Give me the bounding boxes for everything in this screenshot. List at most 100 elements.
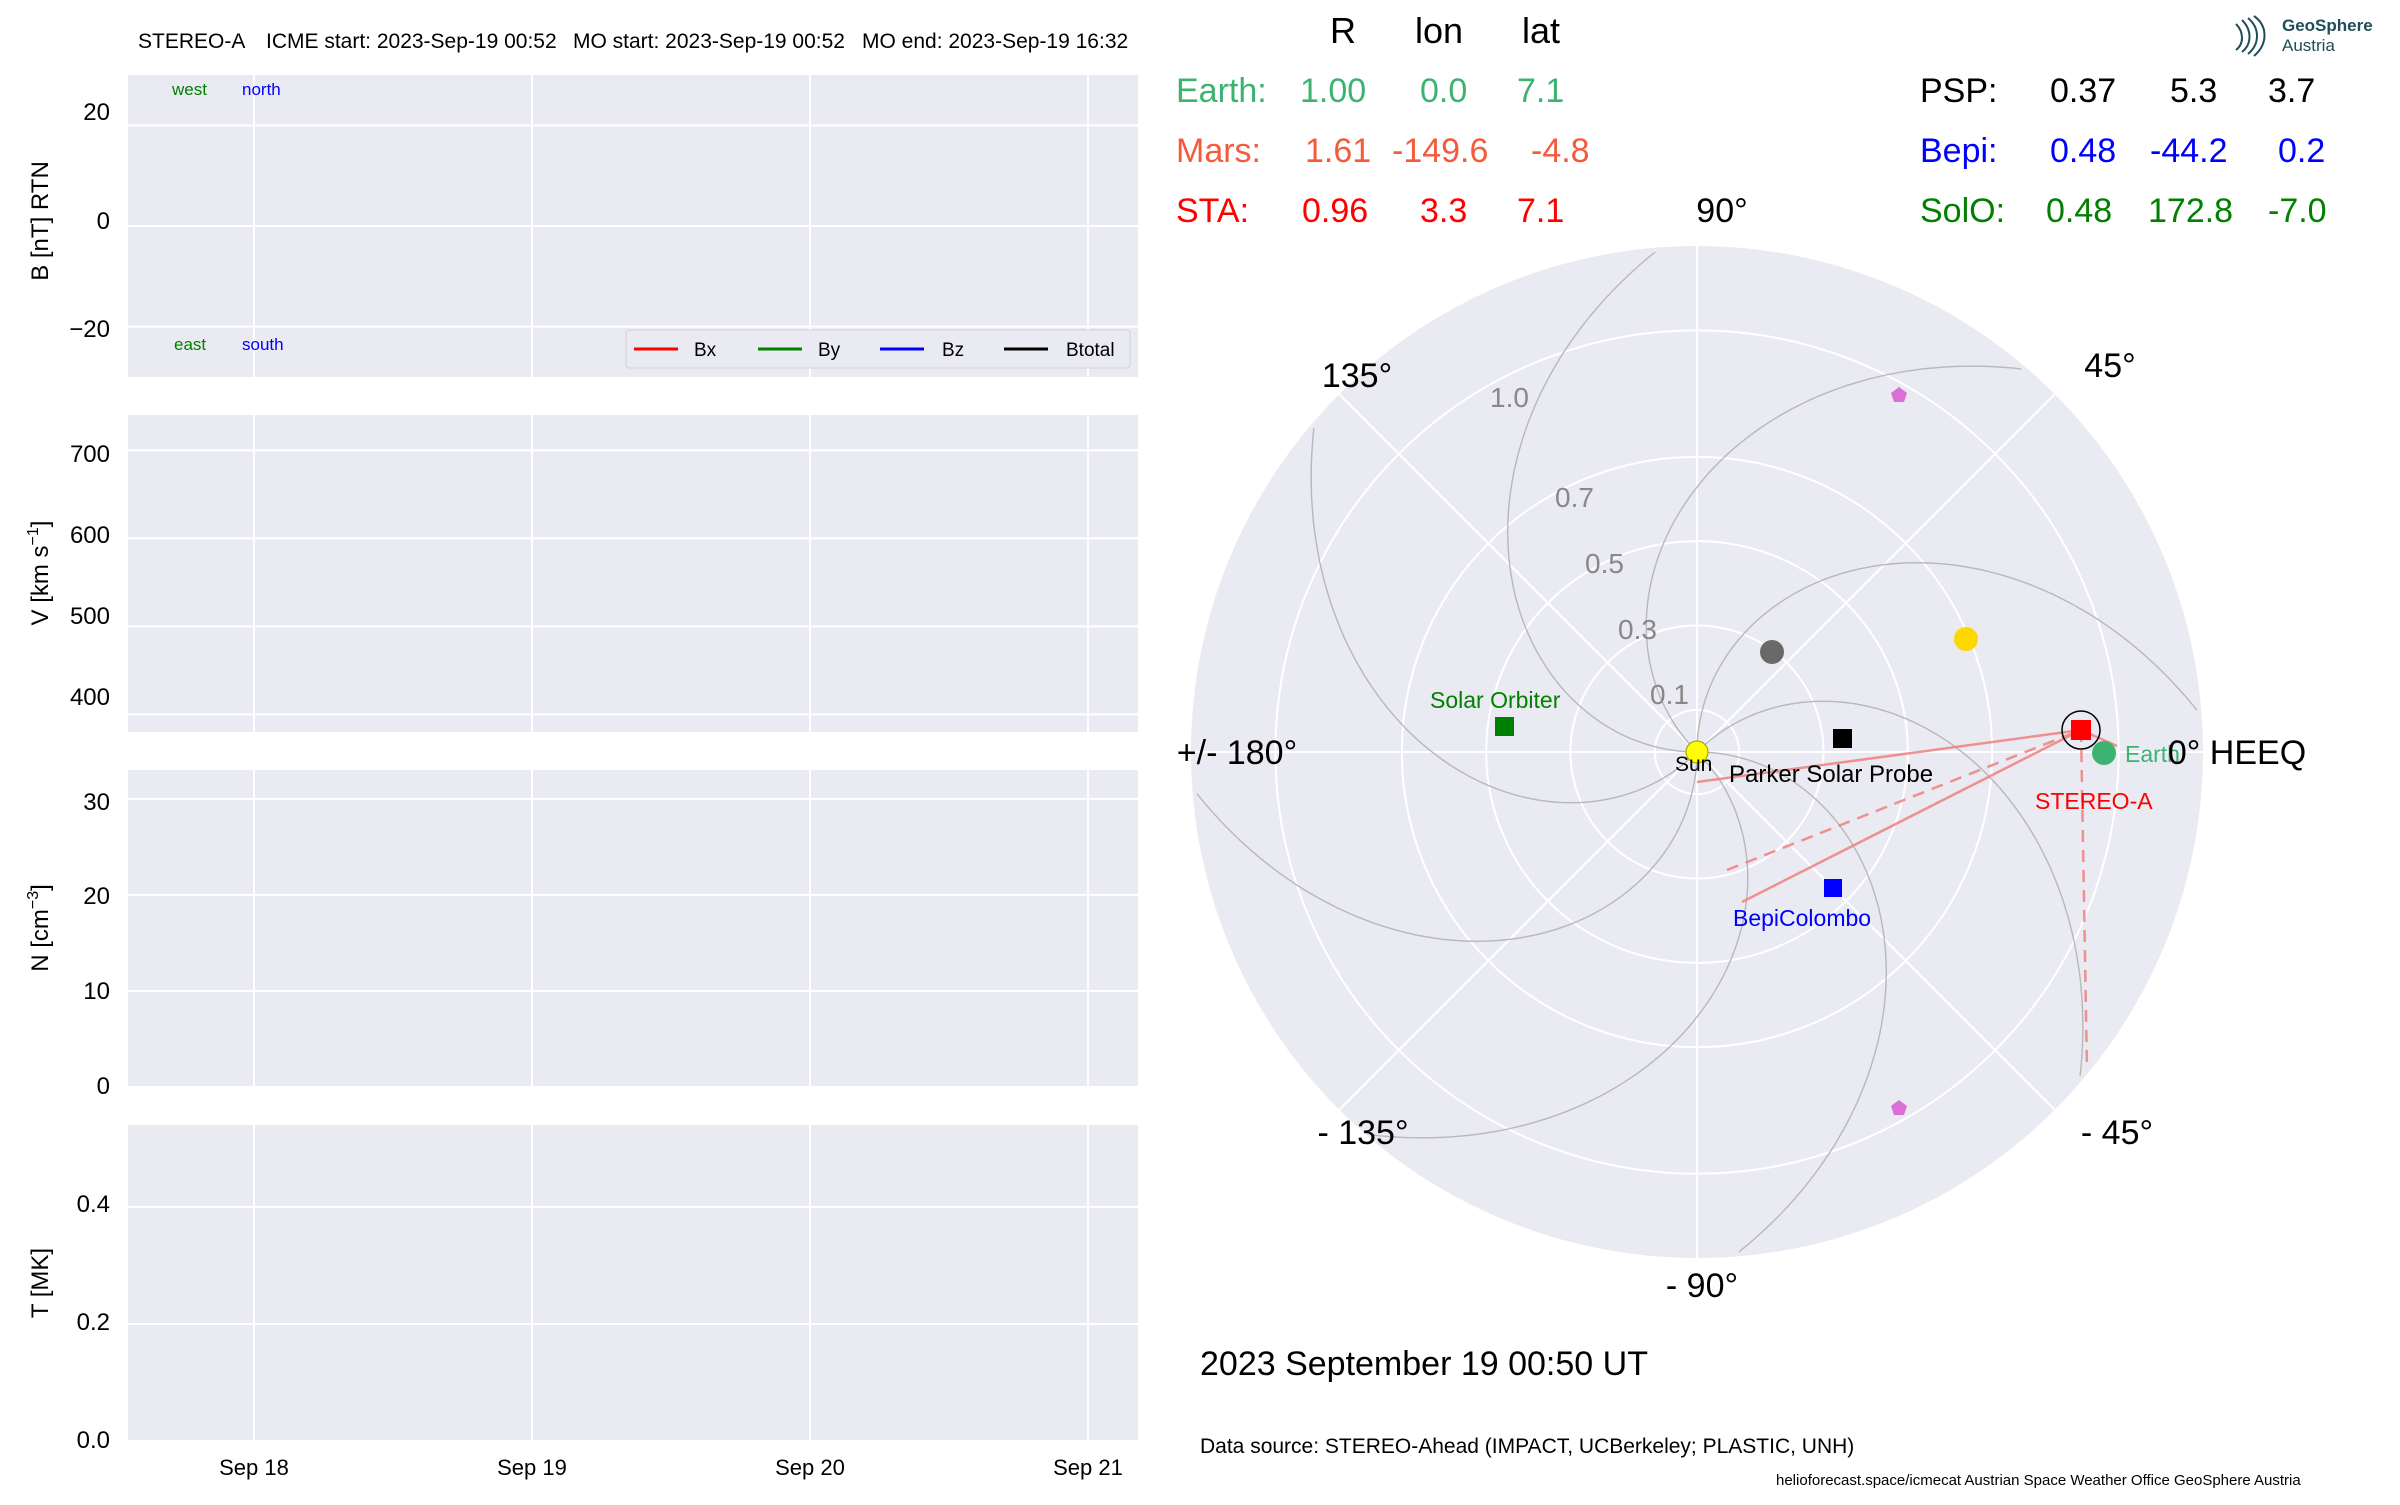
solo-lat: -7.0 bbox=[2268, 192, 2327, 230]
solo-marker bbox=[1495, 717, 1514, 736]
earth-label: Earth bbox=[2125, 741, 2180, 767]
b-legend: Bx By Bz Btotal bbox=[625, 329, 1131, 369]
cme-line-3 bbox=[1726, 728, 2082, 872]
header-r: R bbox=[1330, 10, 1356, 51]
sta-lon: 3.3 bbox=[1420, 192, 1468, 230]
parker-spiral-1 bbox=[1702, 700, 2084, 1077]
stereo-a-ring bbox=[2061, 710, 2101, 750]
data-source: Data source: STEREO-Ahead (IMPACT, UCBer… bbox=[1200, 1435, 1855, 1458]
stereo-a-marker bbox=[2071, 720, 2091, 740]
legend-bz-label: Bz bbox=[942, 340, 964, 361]
cme-line-1 bbox=[1696, 728, 2082, 784]
angle-label-minus45: - 45° bbox=[2081, 1114, 2153, 1152]
v-ytick-400: 400 bbox=[70, 684, 110, 711]
n-ytick-10: 10 bbox=[83, 978, 110, 1005]
b-tag-east: east bbox=[174, 335, 206, 354]
bepi-name: Bepi: bbox=[1920, 132, 1998, 170]
venus-marker bbox=[1954, 627, 1978, 651]
psp-lat: 3.7 bbox=[2268, 72, 2316, 110]
credits-footer: helioforecast.space/icmecat Austrian Spa… bbox=[1776, 1472, 2301, 1489]
v-ytick-700: 700 bbox=[70, 441, 110, 468]
radial-label-1.0: 1.0 bbox=[1490, 382, 1529, 413]
angle-spoke-135 bbox=[1338, 393, 1698, 753]
v-ylabel: V [km s−1] bbox=[25, 521, 54, 626]
xtick-sep18: Sep 18 bbox=[219, 1455, 289, 1480]
v-ylabel-exp: −1 bbox=[25, 527, 42, 545]
psp-marker bbox=[1833, 729, 1852, 748]
mars-r: 1.61 bbox=[1305, 132, 1372, 170]
logo-line2: Austria bbox=[2282, 36, 2335, 55]
radial-label-0.5: 0.5 bbox=[1585, 548, 1624, 579]
legend-by-label: By bbox=[818, 340, 841, 361]
temperature-panel: 0.4 0.2 0.0 T [MK] bbox=[27, 1125, 1138, 1454]
sta-r: 0.96 bbox=[1302, 192, 1369, 230]
angle-label-45: 45° bbox=[2084, 347, 2135, 385]
v-panel-background bbox=[128, 415, 1138, 732]
mars-lat: -4.8 bbox=[1531, 132, 1590, 170]
bepi-label: BepiColombo bbox=[1733, 905, 1871, 931]
angle-label-180: +/- 180° bbox=[1177, 734, 1297, 772]
cme-line-2 bbox=[1741, 728, 2082, 904]
v-ylabel-close: ] bbox=[27, 521, 54, 528]
bepi-r: 0.48 bbox=[2050, 132, 2117, 170]
b-tag-north: north bbox=[242, 80, 281, 99]
solo-name: SolO: bbox=[1920, 192, 2006, 230]
header-lon: lon bbox=[1415, 10, 1464, 51]
n-ytick-20: 20 bbox=[83, 883, 110, 910]
n-ylabel: N [cm−3] bbox=[25, 884, 54, 972]
angle-label-135: 135° bbox=[1322, 357, 1392, 395]
b-tag-south: south bbox=[242, 335, 284, 354]
parker-spiral-0 bbox=[1705, 751, 1888, 1253]
velocity-panel: 700 600 500 400 V [km s−1] bbox=[25, 415, 1138, 732]
psp-name: PSP: bbox=[1920, 72, 1998, 110]
t-panel-grid bbox=[128, 1125, 1138, 1442]
earth-r: 1.00 bbox=[1300, 72, 1367, 110]
b-ytick-minus20: −20 bbox=[69, 316, 110, 343]
b-ytick-0: 0 bbox=[97, 208, 110, 235]
header-icme-start: ICME start: 2023-Sep-19 00:52 bbox=[266, 30, 557, 53]
polar-grid bbox=[1191, 246, 2203, 1258]
n-ytick-0: 0 bbox=[97, 1073, 110, 1100]
mars-name: Mars: bbox=[1176, 132, 1261, 170]
angle-label-0: 0° HEEQ bbox=[2168, 734, 2306, 772]
t-ylabel: T [MK] bbox=[27, 1248, 54, 1318]
parker-spirals bbox=[1196, 251, 2198, 1253]
n-ytick-30: 30 bbox=[83, 789, 110, 816]
earth-lon: 0.0 bbox=[1420, 72, 1468, 110]
earth-name: Earth: bbox=[1176, 72, 1267, 110]
radial-label-0.7: 0.7 bbox=[1555, 482, 1594, 513]
time-series-svg: STEREO-A ICME start: 2023-Sep-19 00:52 M… bbox=[25, 30, 1138, 1480]
header-spacecraft: STEREO-A bbox=[138, 30, 245, 53]
parker-spiral-5 bbox=[1310, 427, 1692, 804]
psp-r: 0.37 bbox=[2050, 72, 2117, 110]
cme-line-4 bbox=[2079, 729, 2089, 1071]
earth-lat: 7.1 bbox=[1517, 72, 1565, 110]
sun-label: Sun bbox=[1675, 753, 1712, 776]
xtick-sep21: Sep 21 bbox=[1053, 1455, 1123, 1480]
header-mo-end: MO end: 2023-Sep-19 16:32 bbox=[862, 30, 1128, 53]
density-panel: 30 20 10 0 N [cm−3] bbox=[25, 770, 1138, 1100]
b-panel-grid bbox=[128, 75, 1138, 377]
parker-spiral-7 bbox=[1372, 757, 1749, 1139]
position-figure: Sun Earth STEREO-A Parker Solar Probe Be… bbox=[1160, 0, 2400, 1500]
sta-name: STA: bbox=[1176, 192, 1250, 230]
psp-label: Parker Solar Probe bbox=[1729, 761, 1933, 788]
n-ylabel-close: ] bbox=[27, 884, 54, 891]
b-tag-west: west bbox=[171, 80, 207, 99]
parker-spiral-3 bbox=[1645, 365, 2022, 747]
t-ytick-0.0: 0.0 bbox=[77, 1427, 110, 1454]
psp-lon: 5.3 bbox=[2170, 72, 2218, 110]
angle-label-minus90: - 90° bbox=[1666, 1267, 1738, 1305]
legend-box bbox=[625, 329, 1131, 369]
mars-marker-upper bbox=[1891, 387, 1907, 402]
radial-label-0.3: 0.3 bbox=[1618, 614, 1657, 645]
xtick-sep19: Sep 19 bbox=[497, 1455, 567, 1480]
sun-marker bbox=[1685, 740, 1709, 764]
bepi-lat: 0.2 bbox=[2278, 132, 2326, 170]
mars-lon: -149.6 bbox=[1392, 132, 1489, 170]
polar-plot: Sun Earth STEREO-A Parker Solar Probe Be… bbox=[1177, 192, 2306, 1305]
header-lat: lat bbox=[1522, 10, 1561, 51]
time-series-figure: STEREO-A ICME start: 2023-Sep-19 00:52 M… bbox=[0, 0, 1160, 1500]
t-ytick-0.4: 0.4 bbox=[77, 1191, 110, 1218]
sta-lat: 7.1 bbox=[1517, 192, 1565, 230]
